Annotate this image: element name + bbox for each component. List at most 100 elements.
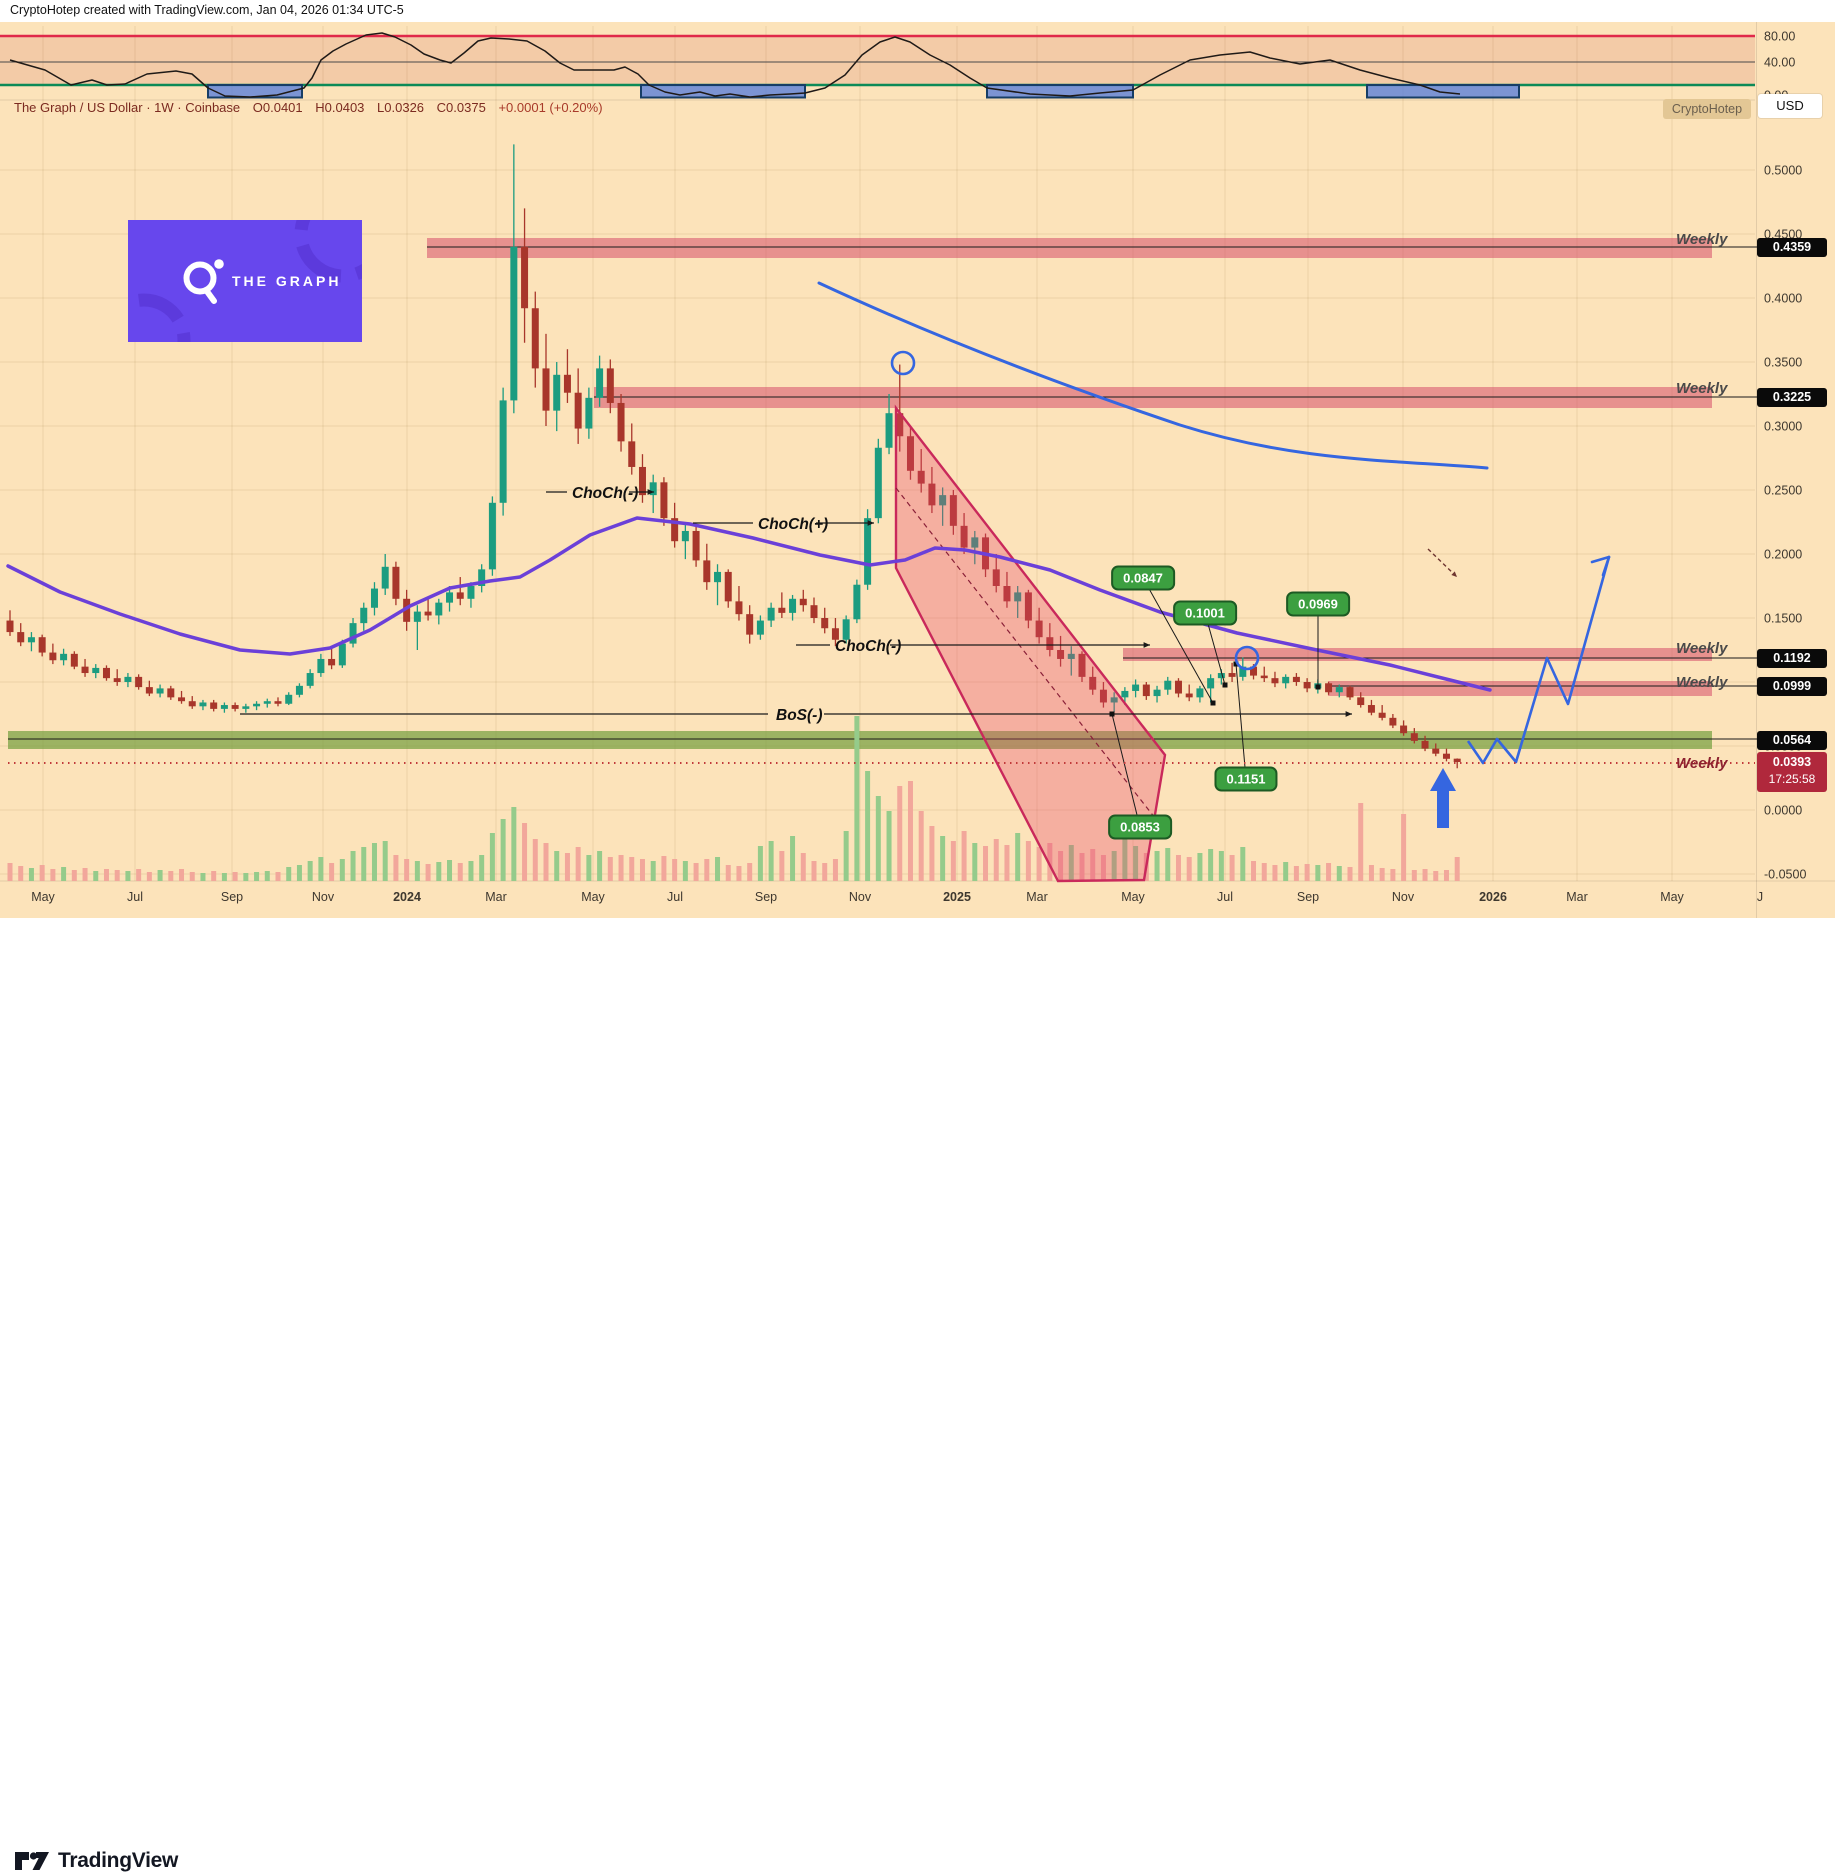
volume-bar bbox=[1315, 865, 1321, 881]
volume-bar bbox=[897, 786, 903, 881]
price-axis-label: 0.0500 bbox=[1764, 740, 1802, 754]
structure-label[interactable]: ChoCh(-) bbox=[572, 485, 638, 502]
time-axis-label: Mar bbox=[485, 890, 507, 904]
structure-label[interactable]: ChoCh(-) bbox=[835, 638, 901, 655]
candle bbox=[756, 620, 764, 635]
structure-label[interactable]: ChoCh(+) bbox=[758, 516, 828, 533]
callout-anchor-dot bbox=[1233, 661, 1239, 667]
blue-up-arrow[interactable] bbox=[1430, 768, 1456, 828]
candle bbox=[456, 592, 464, 599]
time-axis-label: 2026 bbox=[1479, 890, 1507, 904]
candle bbox=[1099, 689, 1107, 703]
volume-bar bbox=[168, 871, 174, 881]
volume-bar bbox=[1401, 814, 1407, 881]
volume-bar bbox=[682, 861, 688, 881]
volume-bar bbox=[39, 865, 45, 881]
volume-bar bbox=[361, 847, 367, 881]
price-axis-label: 0.1000 bbox=[1764, 676, 1802, 690]
volume-bar bbox=[1272, 865, 1278, 881]
zone-0.1192[interactable] bbox=[1123, 648, 1712, 661]
candle bbox=[145, 687, 153, 694]
volume-bar bbox=[382, 841, 388, 881]
zone-0.4359[interactable] bbox=[427, 238, 1712, 258]
price-axis-label: 0.5000 bbox=[1764, 164, 1802, 178]
candle bbox=[392, 566, 400, 599]
candle bbox=[649, 482, 657, 496]
volume-bar bbox=[114, 870, 120, 881]
candle bbox=[906, 436, 914, 471]
volume-bar bbox=[350, 851, 356, 881]
candle bbox=[403, 598, 411, 622]
candle bbox=[1057, 650, 1065, 659]
volume-bar bbox=[1090, 849, 1096, 881]
candle bbox=[521, 246, 529, 309]
tradingview-logo[interactable]: TradingView bbox=[14, 1848, 178, 1874]
tradingview-glyph-icon bbox=[15, 1852, 49, 1870]
highlight-circle[interactable] bbox=[1234, 645, 1260, 671]
candle bbox=[1132, 684, 1140, 691]
volume-bar bbox=[822, 863, 828, 881]
volume-bar bbox=[243, 873, 249, 881]
volume-bar bbox=[1004, 845, 1010, 881]
candle bbox=[370, 588, 378, 608]
candle bbox=[274, 701, 282, 704]
volume-bar bbox=[71, 870, 77, 881]
volume-bar bbox=[1293, 866, 1299, 881]
projection-zigzag[interactable] bbox=[1466, 556, 1611, 765]
volume-bar bbox=[800, 853, 806, 881]
volume-bar bbox=[468, 861, 474, 881]
volume-bar bbox=[1240, 847, 1246, 881]
volume-bar bbox=[1208, 849, 1214, 881]
time-axis-label: Nov bbox=[312, 890, 335, 904]
candle bbox=[1453, 758, 1461, 762]
zone-0.0999[interactable] bbox=[1328, 681, 1712, 696]
volume-bar bbox=[854, 716, 860, 881]
candle bbox=[338, 643, 346, 666]
zone-0.0564[interactable] bbox=[8, 731, 1712, 749]
volume-bar bbox=[1411, 870, 1417, 881]
candle bbox=[1271, 678, 1279, 684]
volume-bar bbox=[179, 869, 185, 881]
volume-bar bbox=[1326, 863, 1332, 881]
volume-bar bbox=[704, 859, 710, 881]
candle bbox=[617, 402, 625, 442]
volume-bar bbox=[61, 867, 67, 881]
candle bbox=[1228, 673, 1236, 677]
volume-bar bbox=[1422, 869, 1428, 881]
volume-bar bbox=[586, 855, 592, 881]
volume-bar bbox=[146, 872, 152, 881]
volume-bar bbox=[189, 872, 195, 881]
volume-bar bbox=[1251, 861, 1257, 881]
volume-bar bbox=[329, 863, 335, 881]
candle bbox=[1335, 687, 1343, 693]
volume-bar bbox=[1390, 869, 1396, 881]
candle bbox=[681, 530, 689, 542]
volume-bar bbox=[393, 855, 399, 881]
volume-bar bbox=[757, 846, 763, 881]
structure-label[interactable]: BoS(-) bbox=[776, 707, 823, 724]
callout-anchor-dot bbox=[1315, 684, 1321, 690]
time-axis-label: May bbox=[1660, 890, 1684, 904]
candle bbox=[81, 666, 89, 674]
candle bbox=[242, 706, 250, 709]
highlight-circle[interactable] bbox=[890, 350, 916, 376]
candle bbox=[1325, 683, 1333, 693]
volume-bar bbox=[1079, 853, 1085, 881]
candle bbox=[135, 676, 143, 688]
chart-background[interactable] bbox=[0, 22, 1835, 918]
candle bbox=[435, 602, 443, 616]
volume-bar bbox=[1068, 845, 1074, 881]
candle bbox=[499, 400, 507, 503]
candle bbox=[660, 482, 668, 519]
chart-canvas[interactable]: May Jul Sep Nov 2024 Mar May Jul Sep Nov 2025 Mar Ma… bbox=[0, 0, 1835, 970]
candle bbox=[1357, 697, 1365, 706]
rsi-oversold-box bbox=[986, 84, 1134, 99]
volume-bar bbox=[639, 859, 645, 881]
volume-bar bbox=[768, 841, 774, 881]
candle bbox=[778, 607, 786, 613]
candle bbox=[714, 571, 722, 583]
candle bbox=[853, 584, 861, 620]
candle bbox=[585, 397, 593, 429]
ma-line bbox=[6, 516, 1492, 692]
volume-bar bbox=[82, 868, 88, 881]
